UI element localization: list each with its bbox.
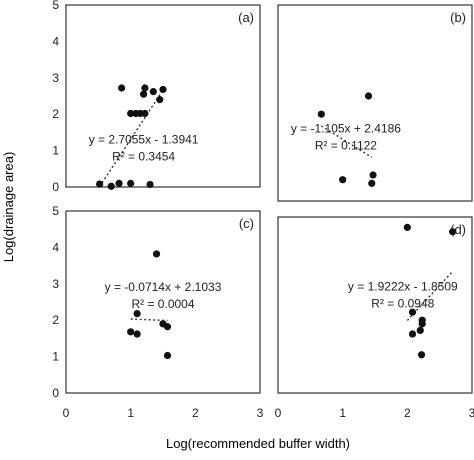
data-point bbox=[364, 92, 373, 100]
x-tick-label: 2 bbox=[404, 406, 411, 420]
panel-label: (b) bbox=[450, 10, 466, 25]
x-axis-label: Log(recommended buffer width) bbox=[166, 436, 350, 451]
regression-equation: y = -1.105x + 2.4186 bbox=[291, 121, 401, 135]
y-tick-label: 0 bbox=[52, 386, 59, 400]
data-point bbox=[149, 88, 157, 96]
data-point bbox=[163, 323, 172, 331]
y-tick-label: 2 bbox=[52, 107, 59, 121]
y-tick-label: 4 bbox=[52, 240, 59, 254]
data-point bbox=[140, 90, 148, 98]
y-tick-label: 1 bbox=[52, 144, 59, 158]
regression-equation: y = 1.9222x - 1.8509 bbox=[348, 279, 458, 293]
data-point bbox=[368, 179, 376, 187]
data-point bbox=[416, 326, 424, 334]
data-point bbox=[317, 110, 325, 118]
data-point bbox=[408, 308, 417, 316]
data-point bbox=[163, 351, 172, 360]
data-point bbox=[141, 109, 149, 118]
y-tick-label: 0 bbox=[52, 180, 59, 194]
panel-1: 0 1 2 3 4 5 (a) y = 2.7055x - 1.3941 R² = 0.3454 bbox=[52, 0, 261, 194]
data-point bbox=[133, 310, 141, 318]
data-point bbox=[159, 85, 167, 94]
data-point bbox=[127, 179, 135, 187]
panel-label: (c) bbox=[239, 216, 254, 231]
data-point bbox=[127, 328, 135, 336]
data-point bbox=[449, 228, 457, 236]
x-tick-label: 0 bbox=[275, 406, 282, 420]
data-point bbox=[107, 182, 115, 190]
x-tick-label: 3 bbox=[257, 406, 264, 420]
r-squared-label: R² = 0.0004 bbox=[131, 297, 194, 311]
y-tick-label: 2 bbox=[52, 313, 59, 327]
data-point bbox=[141, 84, 149, 92]
y-tick-label: 1 bbox=[52, 350, 59, 364]
trendline bbox=[99, 89, 164, 187]
panel-3: 0 1 2 3 4 5 0 1 2 3 (c) y = -0.0714x + 2.1033 R² = 0… bbox=[52, 204, 263, 420]
data-point bbox=[127, 109, 135, 118]
r-squared-label: R² = 0.3454 bbox=[112, 149, 175, 163]
data-point bbox=[417, 351, 426, 359]
data-point bbox=[369, 171, 377, 179]
trendline bbox=[320, 125, 373, 158]
data-point bbox=[96, 180, 104, 188]
y-tick-label: 3 bbox=[52, 277, 59, 291]
data-point bbox=[152, 250, 161, 258]
y-tick-label: 5 bbox=[52, 204, 59, 218]
plot-frame bbox=[277, 216, 473, 394]
trendline bbox=[130, 318, 168, 322]
data-point bbox=[418, 320, 426, 328]
plot-frame bbox=[65, 4, 261, 188]
r-squared-label: R² = 0.1122 bbox=[315, 138, 377, 152]
panel-label: (a) bbox=[238, 10, 254, 25]
regression-equation: y = 2.7055x - 1.3941 bbox=[89, 132, 199, 146]
regression-equation: y = -0.0714x + 2.1033 bbox=[105, 280, 222, 294]
x-tick-label: 1 bbox=[127, 406, 134, 420]
data-point bbox=[403, 223, 411, 231]
data-point bbox=[408, 330, 417, 338]
y-axis-label: Log(drainage area) bbox=[1, 152, 16, 263]
y-tick-label: 5 bbox=[52, 0, 59, 12]
data-point bbox=[156, 96, 164, 104]
y-tick-label: 4 bbox=[52, 34, 59, 48]
data-point bbox=[115, 179, 123, 187]
trendline bbox=[406, 270, 454, 321]
data-point bbox=[339, 176, 347, 184]
plot-frame bbox=[277, 4, 473, 202]
x-tick-label: 3 bbox=[469, 406, 474, 420]
x-tick-label: 0 bbox=[63, 406, 70, 420]
x-tick-label: 2 bbox=[192, 406, 199, 420]
y-tick-label: 3 bbox=[52, 71, 59, 85]
data-point bbox=[133, 330, 141, 338]
x-tick-label: 1 bbox=[339, 406, 346, 420]
plot-frame bbox=[65, 210, 261, 394]
data-point bbox=[118, 84, 126, 92]
r-squared-label: R² = 0.0948 bbox=[371, 296, 434, 310]
data-point bbox=[146, 180, 154, 189]
panel-2: (b) y = -1.105x + 2.4186 R² = 0.1122 bbox=[277, 4, 473, 202]
